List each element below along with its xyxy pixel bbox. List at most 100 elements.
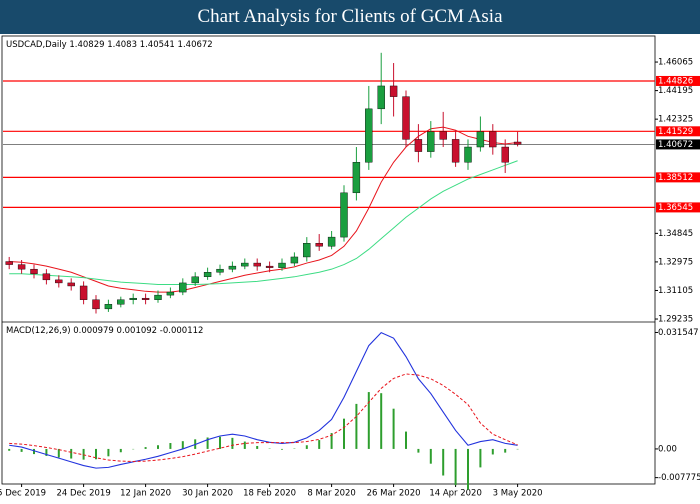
histogram-bar (479, 449, 481, 467)
candle-body (80, 286, 87, 300)
candle-body (117, 300, 124, 305)
candle-body (477, 132, 484, 147)
x-tick-label: 24 Dec 2019 (56, 489, 110, 499)
histogram-bar (355, 404, 357, 449)
candle-body (303, 243, 310, 257)
candle-body (155, 295, 162, 300)
y-tick-label: 1.32975 (658, 257, 693, 267)
histogram-bar (318, 440, 320, 449)
candle-body (254, 263, 261, 266)
level-label: 1.44826 (658, 76, 693, 86)
macd-line (9, 333, 517, 468)
ohlc-value: 1.40541 (140, 40, 175, 50)
x-tick-label: 30 Jan 2020 (182, 489, 233, 499)
candle-body (43, 274, 50, 280)
candle-body (142, 298, 149, 300)
candle-body (514, 142, 521, 144)
y2-tick-label: 0.00 (658, 444, 677, 454)
candle-body (68, 283, 75, 286)
candle-body (489, 132, 496, 147)
histogram-bar (157, 445, 159, 449)
histogram-bar (169, 443, 171, 449)
indicator-value: 0.000979 (73, 326, 114, 336)
y2-tick-label: -0.007775 (658, 473, 700, 483)
symbol: USDCAD,Daily (6, 40, 67, 50)
y-tick-label: 1.29235 (658, 315, 693, 325)
x-tick-label: 5 Dec 2019 (0, 489, 46, 499)
candle-body (204, 272, 211, 277)
histogram-bar (455, 449, 457, 485)
moving-average (9, 127, 517, 292)
ohlc-value: 1.4083 (107, 40, 137, 50)
histogram-bar (107, 449, 109, 456)
chart-header: USDCAD,Daily 1.40829 1.4083 1.40541 1.40… (6, 40, 213, 50)
indicator-name: MACD(12,26,9) (6, 326, 71, 336)
histogram-bar (306, 445, 308, 449)
histogram-bar (8, 449, 10, 451)
candle-body (353, 162, 360, 193)
level-label: 1.38512 (658, 173, 693, 183)
candle-body (192, 277, 199, 283)
candle-body (316, 243, 323, 246)
candle-body (452, 139, 459, 162)
candle-body (217, 269, 224, 272)
candle-body (365, 109, 372, 162)
current-price-label: 1.40672 (658, 140, 693, 150)
histogram-bar (417, 449, 419, 453)
histogram-bar (393, 409, 395, 449)
y2-tick-label: 0.031547 (658, 328, 699, 338)
candle-body (440, 132, 447, 140)
histogram-bar (256, 446, 258, 449)
candle-body (55, 280, 62, 283)
candle-body (465, 147, 472, 162)
candle-body (105, 304, 112, 309)
y-tick-label: 1.46065 (658, 58, 693, 68)
y-tick-label: 1.44195 (658, 86, 693, 96)
candle-body (266, 266, 273, 268)
histogram-bar (405, 432, 407, 449)
histogram-bar (467, 449, 469, 490)
candle-body (378, 86, 385, 109)
x-tick-label: 18 Feb 2020 (243, 489, 296, 499)
candle-body (427, 132, 434, 152)
histogram-bar (70, 449, 72, 459)
histogram-bar (368, 392, 370, 449)
candle-body (291, 257, 298, 263)
indicator-value: -0.000112 (160, 326, 204, 336)
x-tick-label: 14 Apr 2020 (429, 489, 482, 499)
ohlc-value: 1.40672 (178, 40, 213, 50)
histogram-bar (83, 449, 85, 460)
histogram-bar (281, 449, 283, 450)
candle-body (6, 262, 13, 265)
x-tick-label: 12 Jan 2020 (120, 489, 171, 499)
signal-line (9, 374, 517, 461)
y-tick-label: 1.42325 (658, 115, 693, 125)
candle-body (502, 147, 509, 162)
histogram-bar (504, 449, 506, 453)
histogram-bar (120, 449, 122, 452)
candle-body (403, 97, 410, 140)
histogram-bar (21, 449, 23, 452)
histogram-bar (182, 441, 184, 449)
candle-body (31, 269, 38, 274)
candle-body (229, 266, 236, 269)
candle-body (18, 265, 25, 270)
banner-title: Chart Analysis for Clients of GCM Asia (0, 0, 700, 34)
histogram-bar (219, 437, 221, 449)
level-label: 1.36545 (658, 203, 693, 213)
candle-body (341, 193, 348, 237)
histogram-bar (244, 442, 246, 449)
histogram-bar (430, 449, 432, 464)
candle-body (415, 139, 422, 151)
x-tick-label: 26 Mar 2020 (367, 489, 421, 499)
candle-body (328, 237, 335, 246)
candle-body (130, 298, 137, 300)
candle-body (167, 292, 174, 295)
histogram-bar (442, 449, 444, 476)
x-tick-label: 3 May 2020 (493, 489, 543, 499)
histogram-bar (343, 419, 345, 449)
level-label: 1.41529 (658, 127, 693, 137)
chart: USDCAD,Daily 1.40829 1.4083 1.40541 1.40… (0, 34, 700, 500)
candle-body (241, 263, 248, 266)
